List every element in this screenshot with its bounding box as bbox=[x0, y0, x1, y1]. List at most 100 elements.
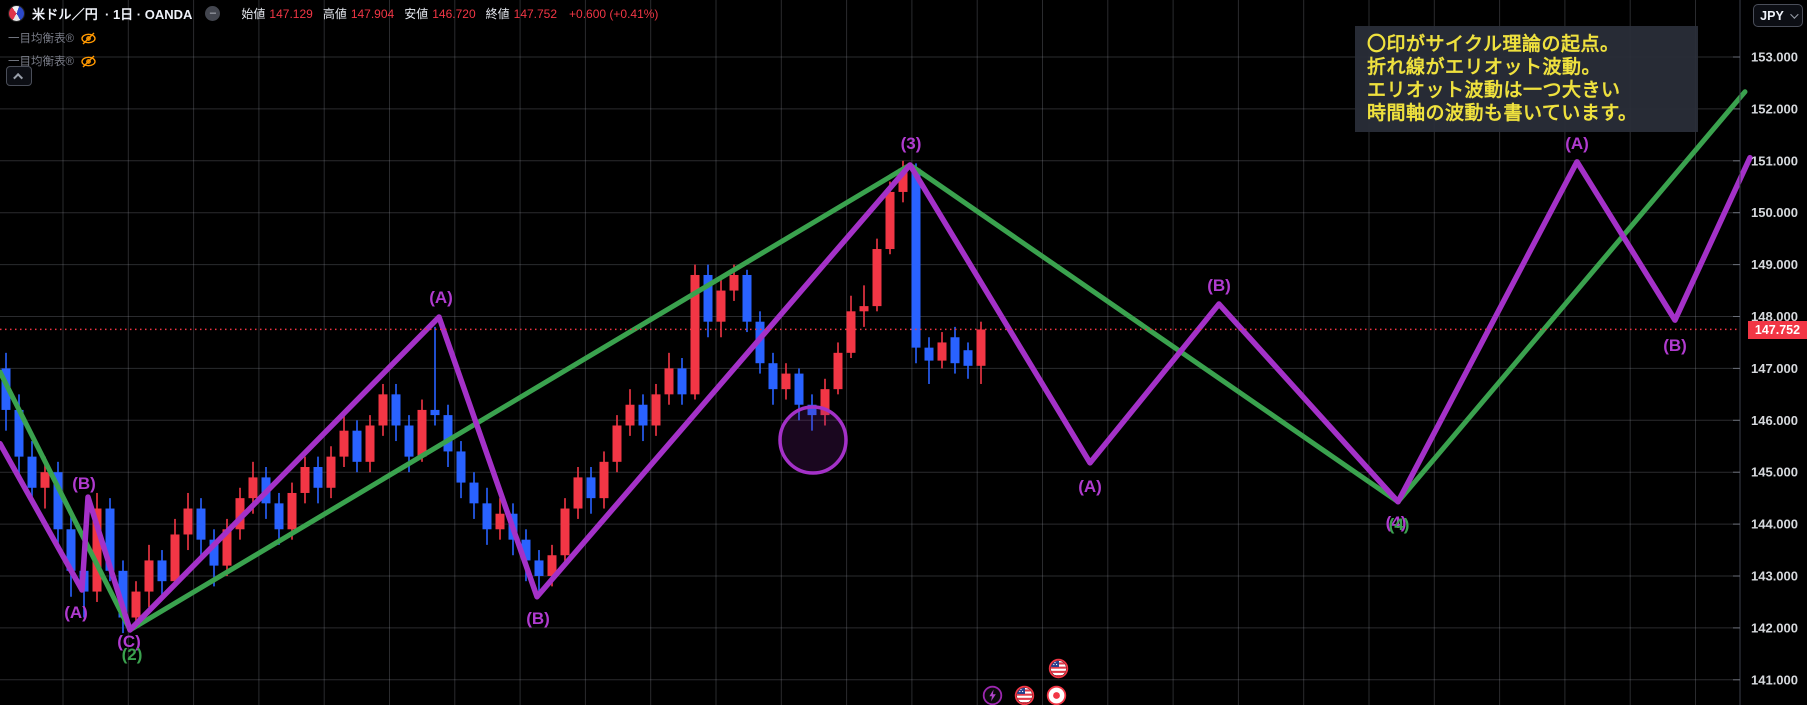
wave-label: (A) bbox=[429, 288, 453, 307]
minus-circle-icon[interactable]: – bbox=[205, 6, 221, 21]
chevron-down-icon bbox=[1789, 9, 1799, 19]
candle-body bbox=[599, 461, 609, 499]
wave-label: (A) bbox=[64, 603, 88, 622]
candle-body bbox=[131, 591, 141, 618]
wave-label: (2) bbox=[122, 645, 143, 664]
candle-body bbox=[963, 350, 973, 366]
price-axis-label[interactable]: 143.000 bbox=[1751, 569, 1798, 584]
candle-body bbox=[495, 513, 505, 530]
candle-body bbox=[105, 508, 115, 571]
candle-body bbox=[859, 306, 869, 312]
candle-body bbox=[118, 570, 128, 618]
candle-body bbox=[807, 404, 817, 416]
candle-body bbox=[677, 368, 687, 395]
candle-body bbox=[664, 368, 674, 395]
candle-body bbox=[625, 404, 635, 426]
candle-body bbox=[872, 249, 882, 307]
record-icon[interactable] bbox=[1046, 685, 1067, 705]
candle-body bbox=[196, 508, 206, 540]
candle-body bbox=[742, 274, 752, 322]
candle-body bbox=[833, 352, 843, 390]
currency-select-button[interactable]: JPY bbox=[1753, 4, 1803, 27]
eye-slash-icon[interactable] bbox=[80, 54, 97, 69]
indicator-row-2[interactable]: 一目均衡表® bbox=[8, 53, 97, 69]
price-axis-label[interactable]: 148.000 bbox=[1751, 309, 1798, 324]
cycle-wave-line[interactable] bbox=[0, 89, 1748, 633]
close-label: 終値 bbox=[485, 7, 510, 21]
candle-body bbox=[521, 539, 531, 561]
us-flag-icon[interactable] bbox=[1014, 685, 1035, 705]
candle-body bbox=[469, 482, 479, 504]
candle-body bbox=[40, 472, 50, 488]
candle-body bbox=[794, 373, 804, 405]
candle-body bbox=[612, 425, 622, 462]
lightning-icon[interactable] bbox=[982, 685, 1003, 705]
candle-body bbox=[898, 168, 908, 192]
candle-body bbox=[352, 430, 362, 462]
chevron-up-icon bbox=[12, 72, 23, 83]
candle-body bbox=[404, 425, 414, 457]
candle-body bbox=[157, 560, 167, 582]
candle-body bbox=[274, 503, 284, 530]
elliott-wave-line[interactable] bbox=[0, 154, 1753, 633]
price-axis-label[interactable]: 147.000 bbox=[1751, 361, 1798, 376]
candle-body bbox=[27, 456, 37, 488]
candle-body bbox=[365, 425, 375, 462]
wave-label: (3) bbox=[901, 134, 922, 153]
price-axis-label[interactable]: 149.000 bbox=[1751, 257, 1798, 272]
candle-body bbox=[768, 363, 778, 390]
candle-body bbox=[573, 477, 583, 509]
candle-body bbox=[170, 534, 180, 582]
candle-body bbox=[846, 311, 856, 353]
candle-body bbox=[976, 329, 986, 366]
candle-body bbox=[911, 168, 921, 348]
price-axis-label[interactable]: 151.000 bbox=[1751, 153, 1798, 168]
candle-body bbox=[651, 394, 661, 426]
price-axis-label[interactable]: 142.000 bbox=[1751, 620, 1798, 635]
candle-body bbox=[378, 394, 388, 426]
low-label: 安値 bbox=[404, 7, 429, 21]
candle-body bbox=[560, 508, 570, 556]
candle-body bbox=[300, 467, 310, 493]
candle-body bbox=[729, 274, 739, 291]
candle-body bbox=[586, 477, 596, 499]
price-axis-label[interactable]: 146.000 bbox=[1751, 413, 1798, 428]
candle-body bbox=[92, 508, 102, 592]
us-flag-icon[interactable] bbox=[1048, 658, 1069, 679]
candle-body bbox=[430, 409, 440, 416]
candle-body bbox=[339, 430, 349, 457]
candle-body bbox=[209, 539, 219, 566]
symbol-detail[interactable]: · 1日 · OANDA bbox=[105, 7, 193, 22]
price-axis-label[interactable]: 152.000 bbox=[1751, 101, 1798, 116]
candle-body bbox=[443, 415, 453, 452]
candle-body bbox=[716, 290, 726, 322]
wave-label: (B) bbox=[526, 609, 550, 628]
candle-body bbox=[14, 409, 24, 457]
indicator-name: 一目均衡表® bbox=[8, 33, 74, 45]
legend-collapse-button[interactable] bbox=[6, 66, 32, 86]
price-axis-label[interactable]: 153.000 bbox=[1751, 50, 1798, 65]
candle-body bbox=[183, 508, 193, 535]
note-line-2: 折れ線がエリオット波動。 bbox=[1367, 57, 1602, 78]
price-axis-label[interactable]: 144.000 bbox=[1751, 517, 1798, 532]
price-axis-label[interactable]: 150.000 bbox=[1751, 205, 1798, 220]
open-label: 始値 bbox=[241, 7, 266, 21]
candle-body bbox=[417, 409, 427, 457]
wave-label: (A) bbox=[1078, 477, 1102, 496]
candle-body bbox=[547, 555, 557, 576]
last-price-badge: 147.752 bbox=[1748, 321, 1807, 339]
change-value: +0.600 (+0.41%) bbox=[569, 6, 659, 21]
wave-label: (4) bbox=[1386, 513, 1407, 532]
symbol-name[interactable]: 米ドル／円 bbox=[32, 7, 99, 22]
candle-body bbox=[534, 560, 544, 576]
price-axis-label[interactable]: 141.000 bbox=[1751, 672, 1798, 687]
chart-note[interactable]: 〇印がサイクル理論の起点。 折れ線がエリオット波動。 エリオット波動は一つ大きい… bbox=[1355, 26, 1698, 132]
eye-slash-icon[interactable] bbox=[80, 31, 97, 46]
indicator-row-1[interactable]: 一目均衡表® bbox=[8, 30, 97, 46]
cycle-origin-circle[interactable] bbox=[778, 405, 848, 475]
price-axis-label[interactable]: 145.000 bbox=[1751, 465, 1798, 480]
wave-label: (4) bbox=[1389, 515, 1410, 534]
wave-label: (B) bbox=[72, 474, 96, 493]
